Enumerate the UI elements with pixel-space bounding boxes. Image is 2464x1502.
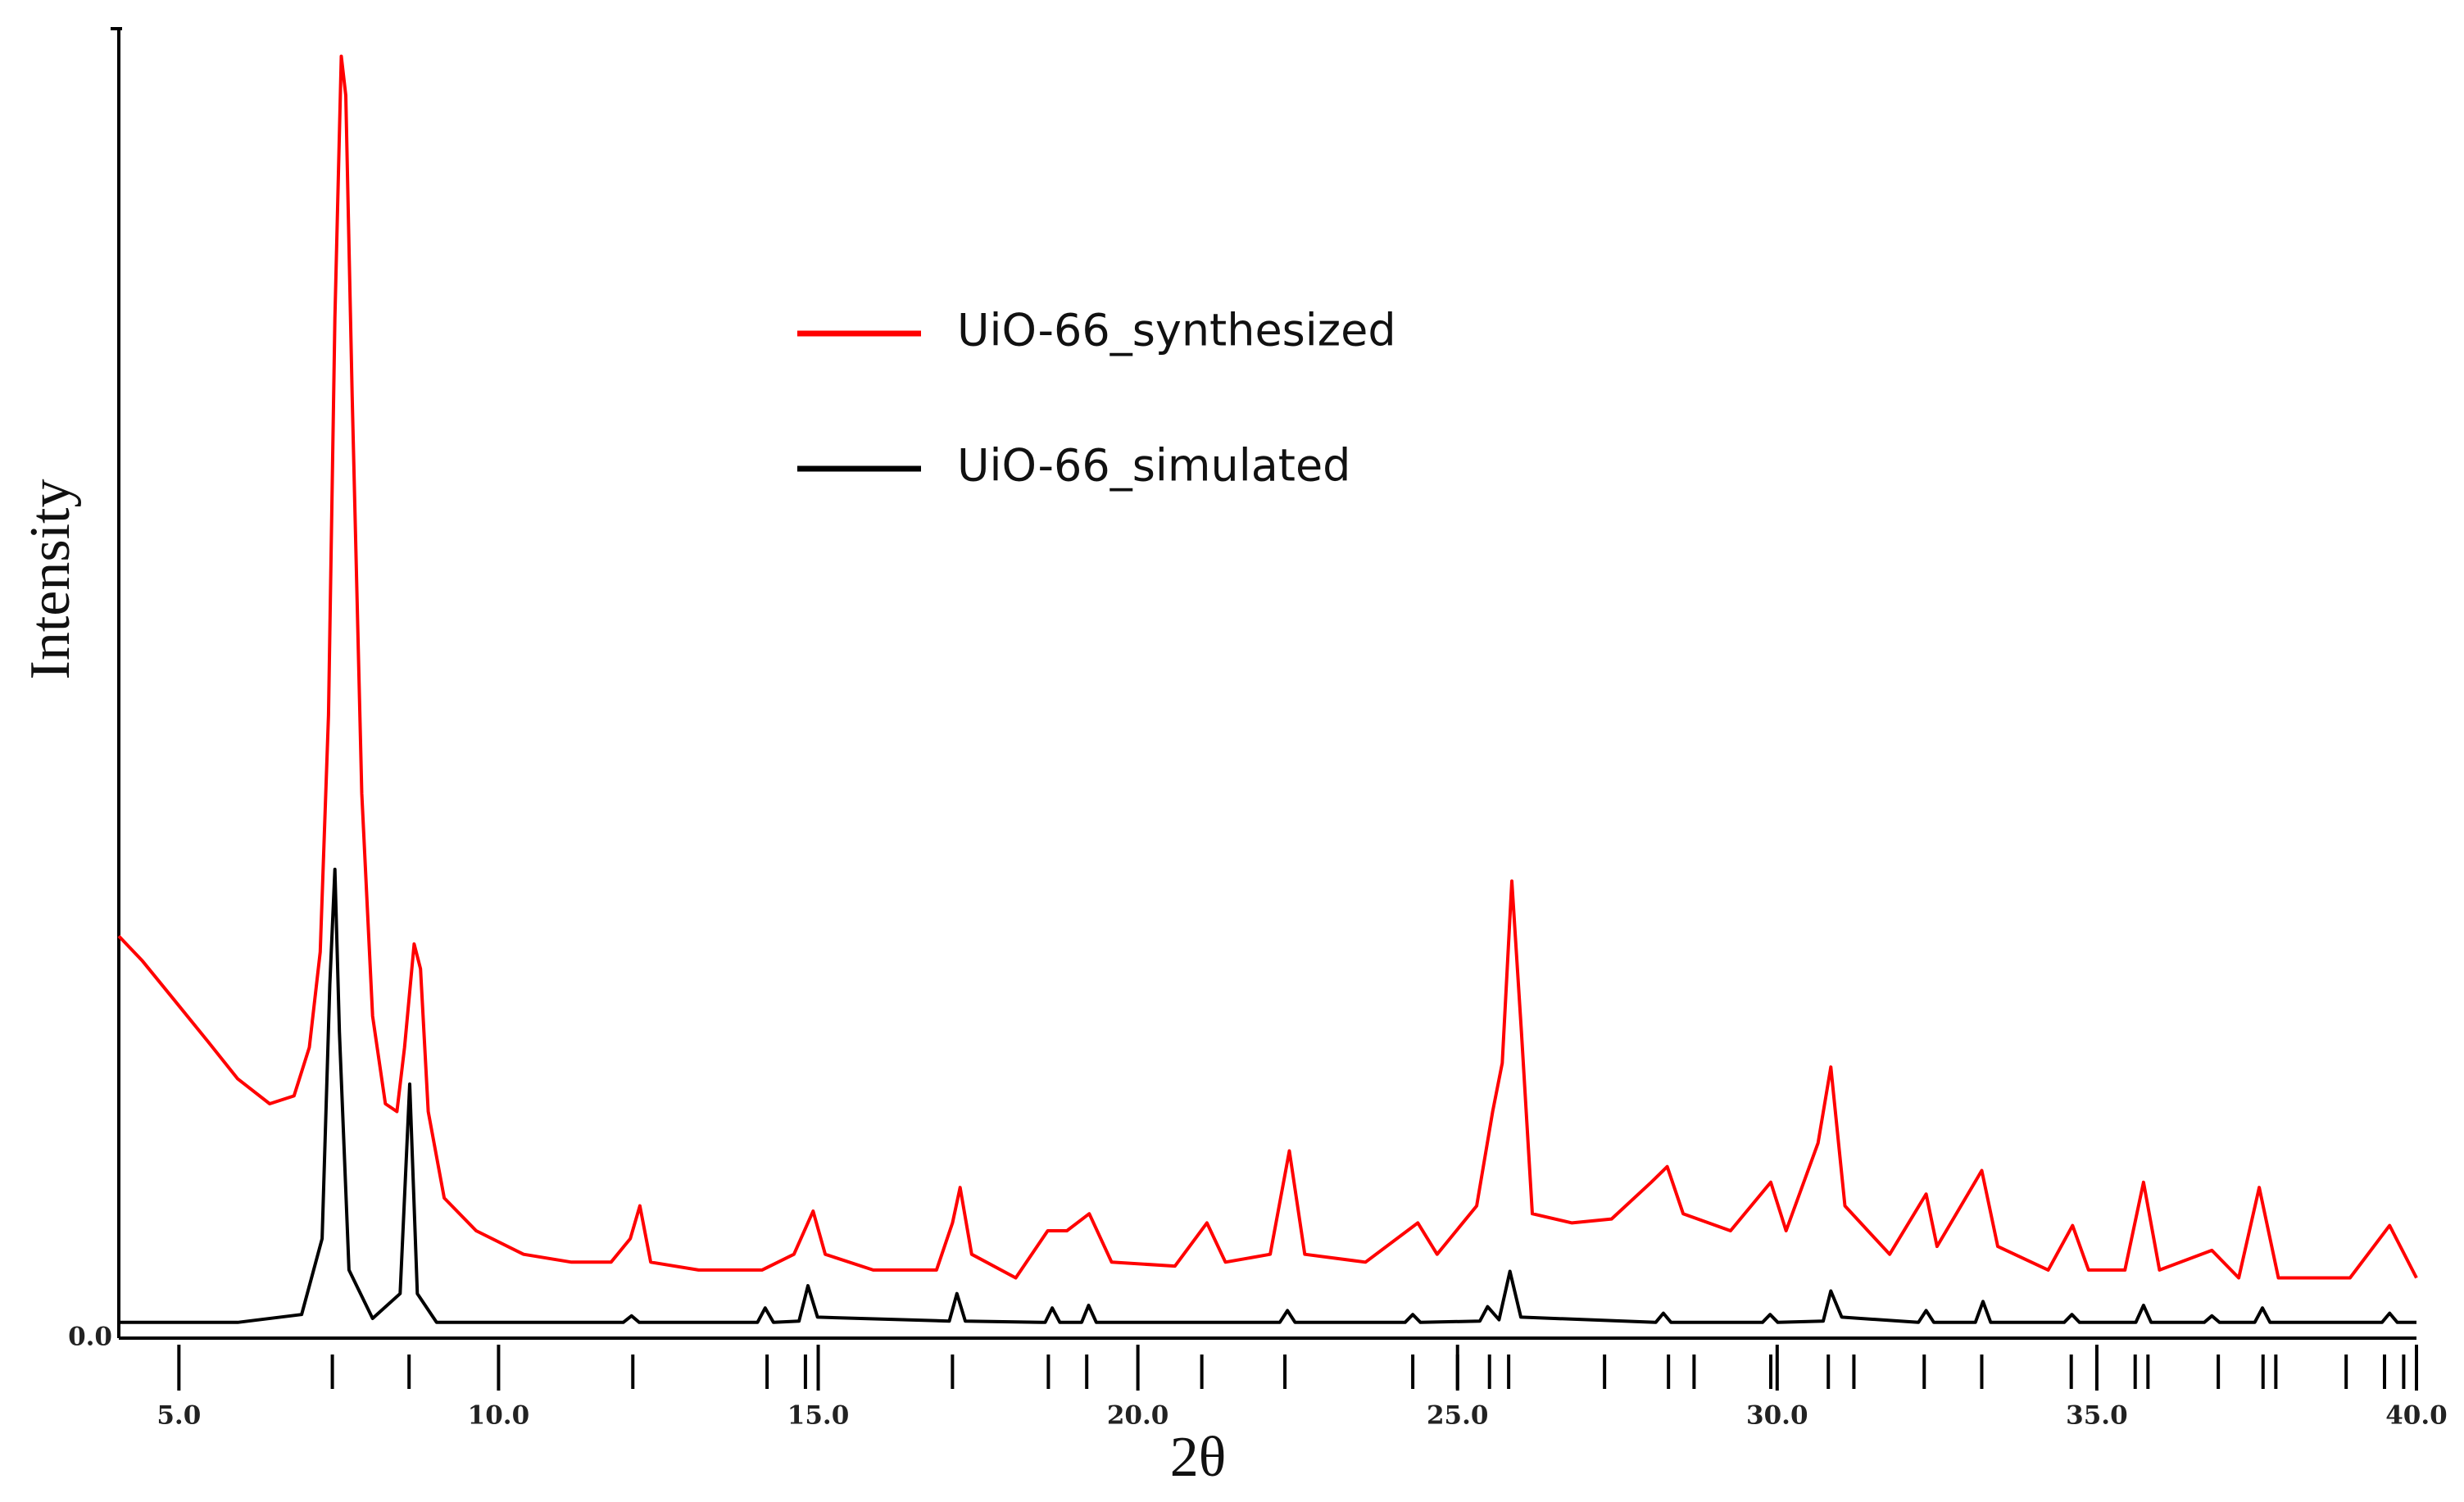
x-tick-label: 25.0 [1427,1401,1489,1431]
x-tick-label: 10.0 [468,1401,530,1431]
legend-label: UiO-66_synthesized [957,305,1396,356]
x-axis-label: 2θ [1170,1426,1227,1489]
x-tick-label: 40.0 [2385,1401,2448,1431]
y-tick-label: 0.0 [68,1323,112,1352]
data-line [119,867,2416,1324]
data-line [117,54,2418,1280]
x-tick-label: 20.0 [1107,1401,1169,1431]
legend-label: UiO-66_simulated [957,440,1350,492]
x-tick-label: 30.0 [1746,1401,1808,1431]
y-axis-label: Intensity [19,479,82,680]
x-tick-label: 15.0 [787,1401,850,1431]
x-tick-label: 35.0 [2066,1401,2128,1431]
x-tick-label: 5.0 [157,1401,201,1431]
